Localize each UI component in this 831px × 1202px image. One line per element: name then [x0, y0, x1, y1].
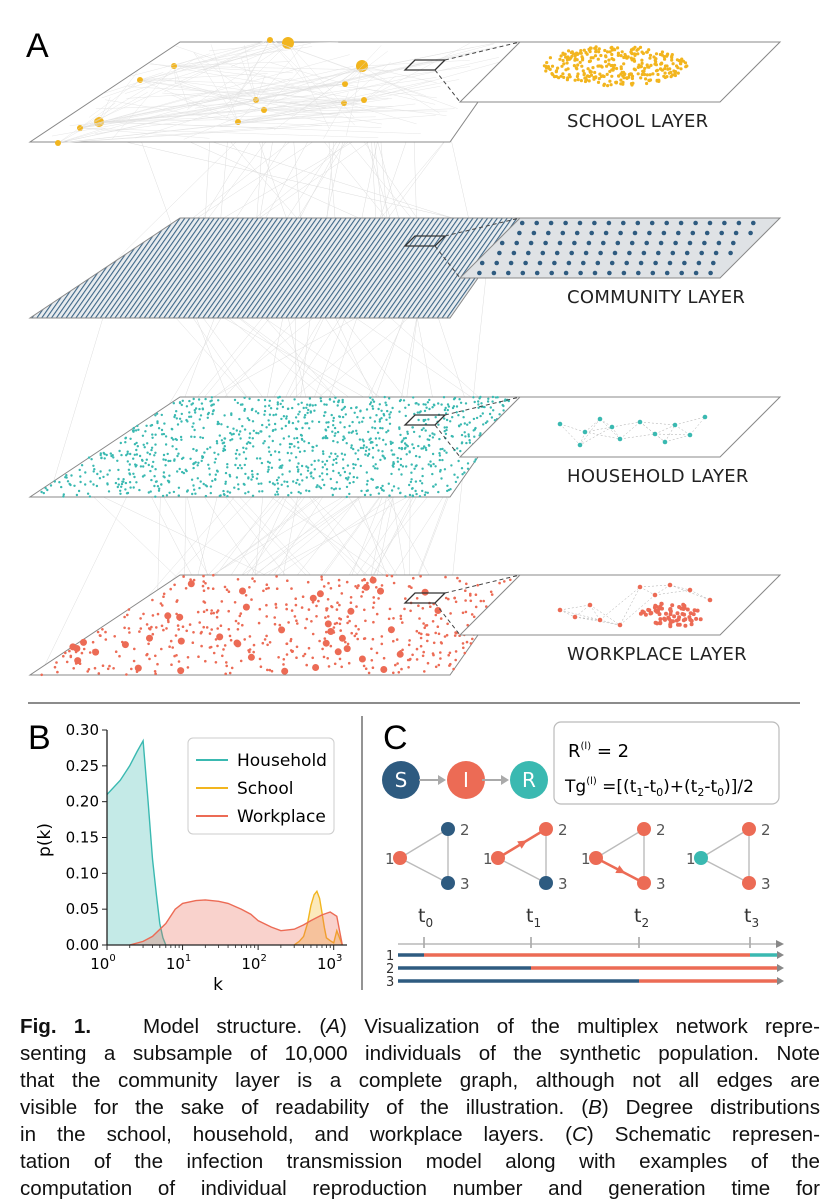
- y-tick-label: 0.30: [66, 721, 99, 739]
- time-label: t2: [634, 905, 649, 930]
- degree-distribution-chart: B p(k) k 0.00 0.05 0.10 0.15 0.20 0.25 0.30 100…: [28, 719, 347, 995]
- svg-text:S: S: [395, 768, 408, 792]
- layer-school-layer: SCHOOL LAYER: [30, 37, 780, 146]
- area-household: [107, 741, 166, 945]
- caption-line: visible for the sake of readability of t…: [20, 1094, 820, 1121]
- timeline-node-2: 2: [386, 962, 784, 977]
- time-label: t1: [526, 905, 541, 930]
- caption-line: that the community layer is a complete g…: [20, 1067, 820, 1094]
- svg-text:3: 3: [558, 875, 568, 893]
- x-axis-label: k: [213, 975, 223, 995]
- network-snapshot-t0: 1 2 3 t0: [385, 821, 470, 930]
- network-snapshot-t2: 1 2 3 t2: [581, 821, 666, 930]
- network-layers: SCHOOL LAYER COMMUNITY LAYER HOUSEHOLD LAY…: [30, 37, 780, 676]
- y-tick-label: 0.15: [66, 829, 99, 847]
- legend-entry: Household: [237, 751, 327, 771]
- caption-line: Fig. 1. Model structure. (A) Visualizati…: [20, 1013, 820, 1040]
- network-snapshot-t1: 1 2 3 t1: [483, 821, 568, 930]
- svg-text:2: 2: [761, 821, 771, 839]
- svg-text:R: R: [522, 768, 536, 792]
- y-tick-label: 0.20: [66, 793, 99, 811]
- layer-label: COMMUNITY LAYER: [567, 287, 745, 308]
- svg-text:I: I: [463, 768, 469, 792]
- svg-text:3: 3: [460, 875, 470, 893]
- caption-line: computation of individual reproduction n…: [20, 1175, 820, 1202]
- y-axis-label: p(k): [35, 823, 55, 857]
- svg-text:3: 3: [386, 975, 394, 990]
- time-label: t0: [418, 905, 433, 930]
- y-tick-label: 0.25: [66, 757, 99, 775]
- figure-caption: Fig. 1. Model structure. (A) Visualizati…: [20, 1013, 820, 1202]
- svg-text:3: 3: [761, 875, 771, 893]
- svg-text:1: 1: [483, 850, 493, 868]
- network-snapshot-t3: 1 2 3t3: [686, 821, 771, 930]
- layer-household-layer: HOUSEHOLD LAYER: [30, 396, 780, 498]
- x-tick-label: 100: [90, 953, 115, 973]
- legend-entry: School: [237, 779, 293, 799]
- caption-line: in the school, household, and workplace …: [20, 1121, 820, 1148]
- y-tick-label: 0.05: [66, 900, 99, 918]
- layer-community-layer: COMMUNITY LAYER: [30, 218, 780, 318]
- timeline-node-1: 1: [386, 949, 784, 964]
- panel-b-letter: B: [28, 719, 51, 757]
- caption-line: tation of the infection transmission mod…: [20, 1148, 820, 1175]
- svg-text:1: 1: [686, 850, 696, 868]
- layer-label: HOUSEHOLD LAYER: [567, 466, 749, 487]
- figure: A SCHOOL LAYER COMMUNITY LAYER HOUSEHOLD L…: [0, 0, 831, 1010]
- y-tick-label: 0.10: [66, 864, 99, 882]
- svg-text:1: 1: [581, 850, 591, 868]
- x-tick-label: 103: [317, 953, 342, 973]
- legend-entry: Workplace: [237, 807, 326, 827]
- x-tick-label: 102: [241, 953, 266, 973]
- layer-label: SCHOOL LAYER: [567, 111, 708, 132]
- x-tick-label: 101: [166, 953, 191, 973]
- formula-r: R(l) = 2: [568, 741, 629, 762]
- panel-a-letter: A: [26, 27, 49, 65]
- svg-text:2: 2: [656, 821, 666, 839]
- layer-workplace-layer: WORKPLACE LAYER: [30, 574, 780, 676]
- timeline-node-3: 3: [386, 975, 784, 990]
- svg-text:2: 2: [460, 821, 470, 839]
- y-tick-label: 0.00: [66, 936, 99, 954]
- time-label: t3: [744, 905, 759, 930]
- layer-label: WORKPLACE LAYER: [567, 644, 747, 665]
- svg-text:2: 2: [558, 821, 568, 839]
- caption-line: senting a subsample of 10,000 individual…: [20, 1040, 820, 1067]
- panel-c-letter: C: [383, 719, 408, 757]
- svg-text:3: 3: [656, 875, 666, 893]
- svg-text:1: 1: [385, 850, 395, 868]
